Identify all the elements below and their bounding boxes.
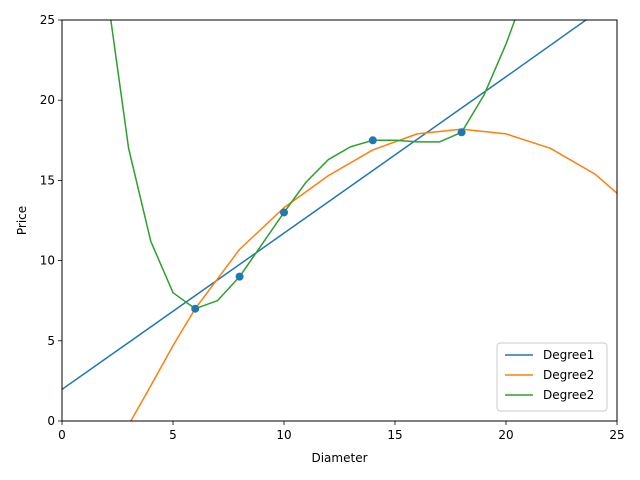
scatter-layer	[191, 128, 466, 313]
legend-label: Degree1	[543, 348, 594, 362]
x-tick-label: 10	[276, 428, 291, 442]
x-tick-label: 25	[609, 428, 624, 442]
x-tick-label: 15	[387, 428, 402, 442]
y-tick-label: 20	[40, 93, 55, 107]
x-tick-label: 20	[498, 428, 513, 442]
y-tick-label: 10	[40, 254, 55, 268]
data-point	[368, 136, 377, 145]
legend-box	[496, 342, 608, 412]
data-point	[457, 128, 466, 137]
legend-label: Degree2	[543, 388, 594, 402]
data-point	[191, 304, 200, 313]
legend-label: Degree2	[543, 368, 594, 382]
data-point	[280, 208, 288, 217]
series-line-3	[110, 20, 516, 310]
y-tick-label: 15	[40, 173, 55, 187]
x-axis: 0 5 10 15 20 25	[58, 421, 625, 442]
y-axis-label: Price	[15, 206, 29, 235]
x-axis-label: Diameter	[311, 451, 367, 465]
y-tick-label: 25	[40, 13, 55, 27]
series-layer	[62, 20, 617, 421]
data-point	[235, 272, 244, 281]
y-axis: 0 5 10 15 20 25	[40, 13, 62, 428]
y-tick-label: 5	[47, 334, 55, 348]
legend: Degree1 Degree2 Degree2	[496, 342, 608, 412]
plot-frame	[61, 19, 618, 422]
y-tick-label: 0	[47, 414, 55, 428]
x-tick-label: 5	[169, 428, 177, 442]
series-line-2	[130, 128, 617, 421]
series-line-1	[62, 20, 587, 391]
x-tick-label: 0	[58, 428, 66, 442]
